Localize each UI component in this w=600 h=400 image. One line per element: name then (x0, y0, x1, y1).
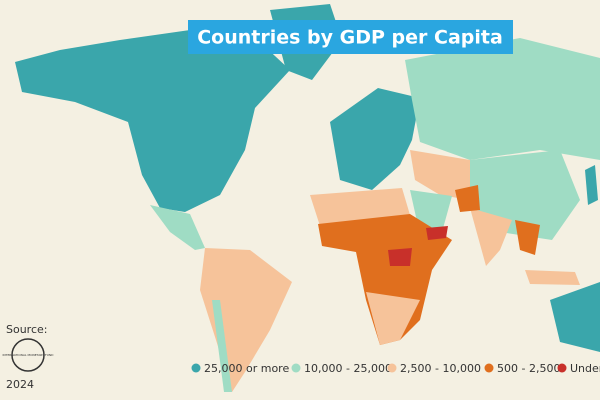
legend-swatch (291, 363, 301, 373)
india (470, 208, 512, 266)
legend-label: 2,500 - 10,000 (400, 362, 481, 375)
south-sudan (388, 248, 412, 266)
chile (212, 300, 232, 392)
title: Countries by GDP per Capita (197, 27, 503, 49)
legend-label: Under (570, 362, 600, 375)
indonesia (525, 270, 580, 285)
southeast-asia (515, 220, 540, 255)
central-asia (410, 150, 470, 200)
africa (318, 214, 452, 345)
legend-swatch (557, 363, 567, 373)
north-america (15, 30, 290, 212)
yemen (426, 226, 448, 240)
imf-logo (11, 338, 45, 372)
source-year: 2024 (6, 378, 34, 391)
legend-swatch (484, 363, 494, 373)
imf-logo-text: INTERNATIONAL MONETARY FUND (3, 353, 55, 357)
mexico (150, 205, 205, 250)
legend: 25,000 or more 10,000 - 25,000 2,500 - 10,… (191, 362, 600, 375)
legend-label: 500 - 2,500 (497, 362, 560, 375)
title-box (188, 20, 513, 54)
source-label: Source: (6, 323, 48, 336)
russia (405, 38, 600, 160)
europe (330, 88, 420, 190)
legend-swatch (387, 363, 397, 373)
japan (585, 165, 598, 205)
australia (550, 282, 600, 352)
north-africa (310, 188, 410, 226)
southern-africa (366, 292, 420, 345)
legend-swatch (191, 363, 201, 373)
legend-label: 10,000 - 25,000 (304, 362, 392, 375)
pakistan (455, 185, 480, 212)
legend-label: 25,000 or more (204, 362, 289, 375)
